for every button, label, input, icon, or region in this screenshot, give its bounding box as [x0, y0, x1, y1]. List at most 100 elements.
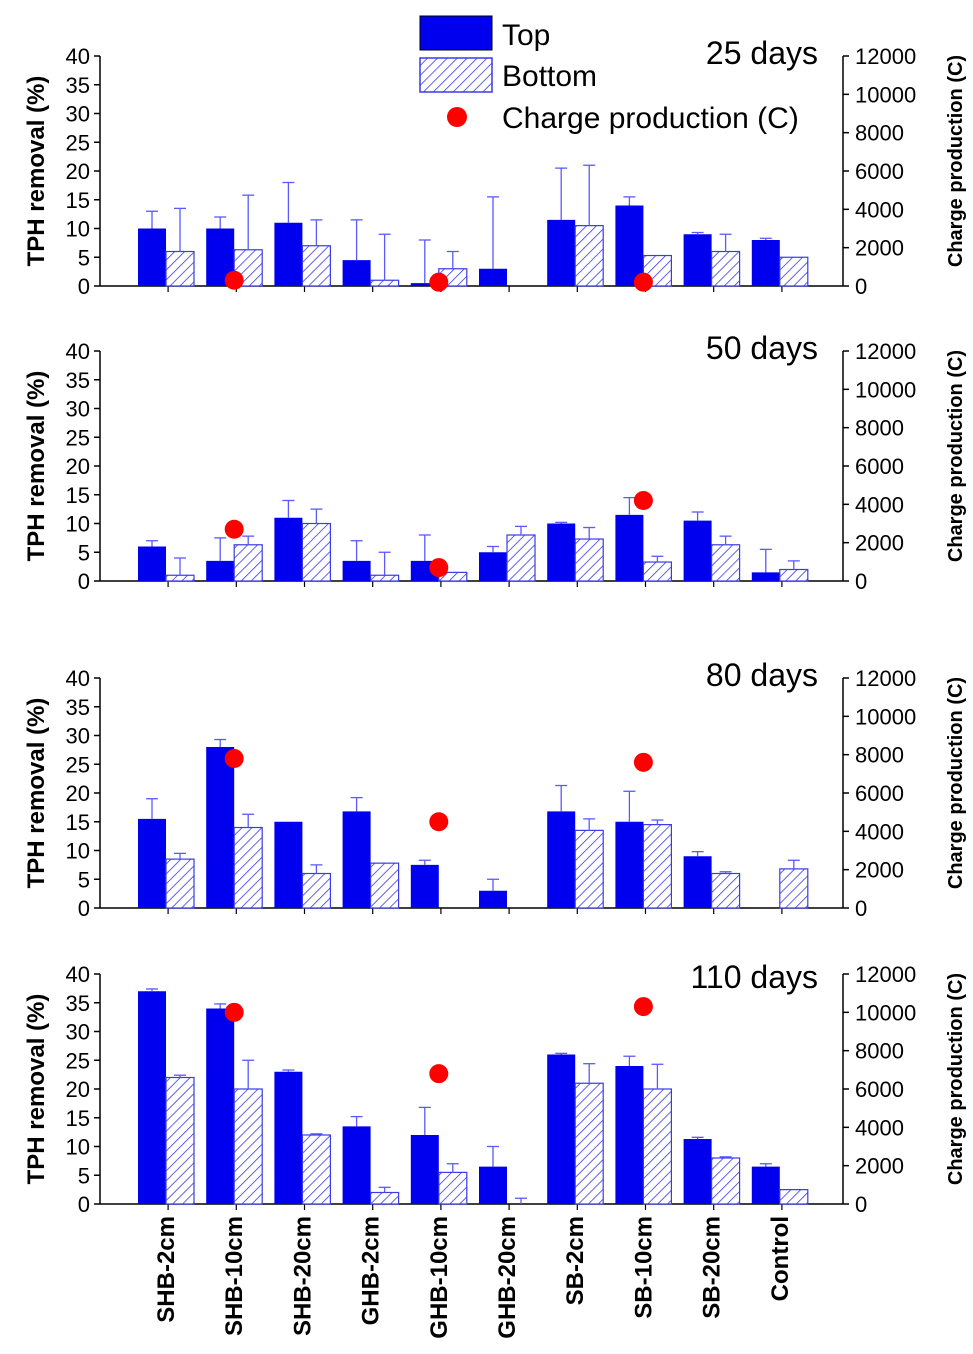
bar-top — [683, 520, 712, 581]
bar-bottom — [438, 1171, 468, 1205]
charge-point — [429, 272, 449, 292]
bar-top — [274, 1071, 303, 1204]
bar-top — [274, 222, 303, 286]
x-category-label: SB-2cm — [562, 1216, 589, 1305]
legend-charge-label: Charge production (C) — [502, 102, 799, 135]
y2-tick-label: 12000 — [855, 962, 916, 987]
legend: Top Bottom Charge production (C) — [419, 15, 799, 135]
y2-tick-label: 2000 — [855, 531, 904, 556]
bar-top — [615, 205, 644, 286]
bar-top — [342, 560, 371, 581]
y-axis-label: TPH removal (%) — [23, 698, 50, 889]
y2-tick-label: 10000 — [855, 704, 916, 729]
bar-bottom — [370, 279, 400, 287]
bar-bottom — [233, 1088, 263, 1205]
bar-bottom — [574, 225, 604, 287]
charge-point — [633, 997, 653, 1017]
y-tick-label: 35 — [66, 368, 90, 393]
bar-top — [547, 1054, 576, 1204]
bar-bottom — [165, 858, 195, 909]
bar-top — [138, 818, 166, 908]
bar-top — [479, 890, 507, 908]
x-category-label: SB-20cm — [699, 1216, 726, 1319]
y-axis-label: TPH removal (%) — [23, 371, 50, 562]
bar-top — [547, 219, 576, 286]
charge-point — [224, 749, 244, 768]
bar-bottom — [779, 1189, 809, 1205]
bar-top — [683, 1139, 712, 1204]
bar-bottom — [779, 256, 809, 287]
bar-bottom — [710, 872, 741, 909]
bar-top — [206, 1008, 235, 1204]
chart-panels: 0510152025303540020004000600080001000012… — [23, 35, 967, 1217]
bar-bottom — [301, 872, 331, 909]
bar-top — [410, 283, 439, 286]
y-tick-label: 10 — [66, 217, 90, 242]
y-tick-label: 35 — [66, 695, 90, 720]
bar-top — [410, 1135, 439, 1204]
y-tick-label: 15 — [66, 483, 90, 508]
y-tick-label: 5 — [78, 1163, 90, 1188]
bar-bottom — [165, 574, 195, 582]
bar-bottom — [779, 568, 809, 582]
panel-title: 25 days — [706, 35, 818, 71]
y-tick-label: 20 — [66, 1077, 90, 1102]
bar-bottom — [710, 1157, 741, 1205]
y-tick-label: 30 — [66, 397, 90, 422]
x-category-label: GHB-2cm — [358, 1216, 385, 1325]
panel-title: 80 days — [706, 657, 818, 693]
y2-tick-label: 8000 — [855, 743, 904, 768]
panel-4: 0 5 10 15 20 25 30 35 40 0 2000 4000 6000 8000 10000 12… — [23, 959, 967, 1217]
bar-top — [342, 260, 371, 286]
bar-bottom — [574, 1082, 604, 1205]
y2-tick-label: 2000 — [855, 858, 904, 883]
charge-point — [224, 519, 244, 539]
bar-top — [751, 572, 780, 581]
y-tick-label: 40 — [66, 962, 90, 987]
x-category-label: Control — [767, 1216, 794, 1301]
y-tick-label: 10 — [66, 839, 90, 864]
y2-tick-label: 2000 — [855, 236, 904, 261]
bar-bottom — [642, 561, 673, 582]
charge-point — [429, 558, 449, 578]
bar-top — [683, 234, 712, 286]
bar-top — [683, 856, 712, 908]
y-axis-label: TPH removal (%) — [23, 76, 50, 267]
x-category-label: GHB-20cm — [494, 1216, 521, 1339]
charge-point — [633, 491, 653, 510]
bar-top — [479, 1166, 507, 1204]
y2-tick-label: 0 — [855, 274, 867, 299]
bar-bottom — [301, 1134, 331, 1205]
y2-tick-label: 4000 — [855, 819, 904, 844]
y-tick-label: 20 — [66, 454, 90, 479]
y2-axis-label: Charge production (C) — [945, 350, 967, 562]
y-tick-label: 10 — [66, 1135, 90, 1160]
y-tick-label: 15 — [66, 188, 90, 213]
x-category-label: SB-10cm — [630, 1216, 657, 1319]
bar-bottom — [301, 245, 331, 287]
y2-axis-label: Charge production (C) — [945, 55, 967, 267]
y2-tick-label: 0 — [855, 896, 867, 921]
charge-point — [429, 812, 449, 832]
panel-2: 0 5 10 15 20 25 30 35 40 0 2000 4000 6000 8000 10000 12… — [23, 330, 967, 594]
charge-point — [224, 270, 244, 290]
bar-bottom — [506, 534, 536, 582]
bar-bottom — [642, 824, 673, 909]
y-tick-label: 10 — [66, 512, 90, 537]
y2-tick-label: 12000 — [855, 666, 916, 691]
charge-point — [429, 1064, 449, 1084]
bar-top — [615, 514, 644, 581]
bar-top — [342, 1126, 371, 1204]
y-tick-label: 5 — [78, 245, 90, 270]
y2-tick-label: 10000 — [855, 377, 916, 402]
bar-top — [615, 821, 644, 908]
bar-top — [547, 523, 576, 581]
y2-tick-label: 4000 — [855, 197, 904, 222]
panel-3: 0 5 10 15 20 25 30 35 40 0 2000 4000 6000 8000 10000 12… — [23, 657, 967, 921]
bar-bottom — [233, 826, 263, 909]
y-tick-label: 25 — [66, 1048, 90, 1073]
bar-top — [342, 811, 371, 908]
legend-top-label: Top — [502, 19, 550, 52]
y2-tick-label: 12000 — [855, 339, 916, 364]
